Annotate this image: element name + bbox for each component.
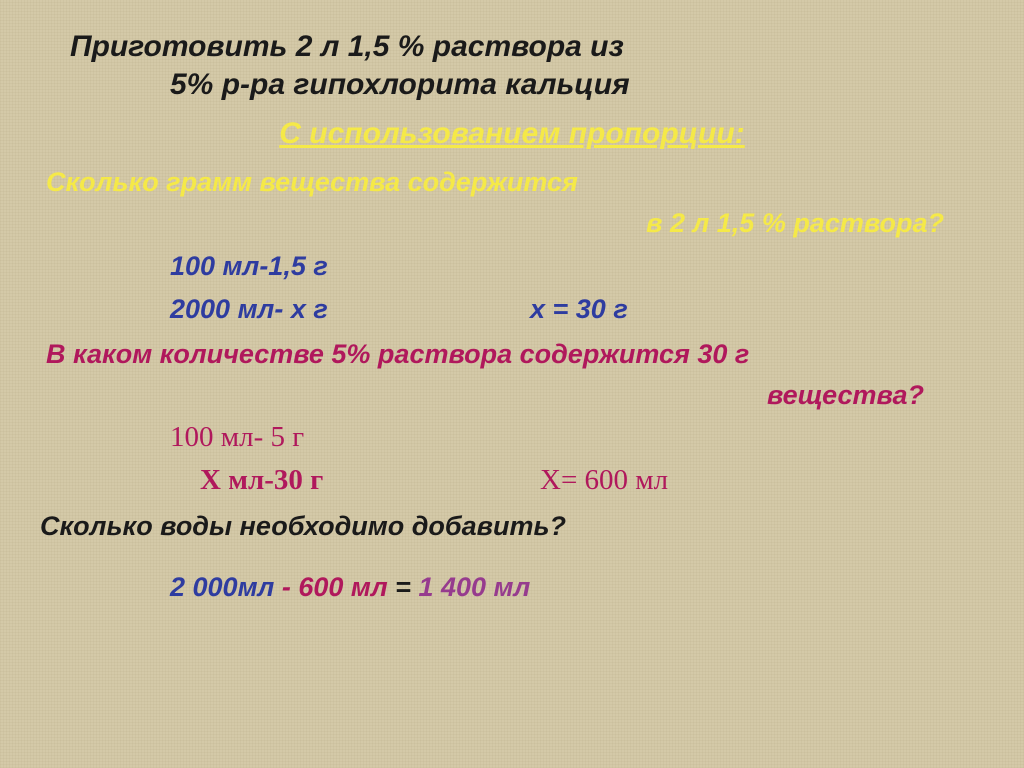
calc-step1-line2: 2000 мл- х г х = 30 г <box>40 294 984 325</box>
calc-step1-line2-left: 2000 мл- х г <box>40 294 530 325</box>
final-part-b: - 600 мл <box>282 572 395 602</box>
final-part-d: 1 400 мл <box>418 572 530 602</box>
question-2-part-a: В каком количестве 5% раствора содержитс… <box>40 339 984 370</box>
title-line-1: Приготовить 2 л 1,5 % раствора из <box>40 28 984 66</box>
question-2-part-b: вещества? <box>40 380 984 411</box>
slide-content: Приготовить 2 л 1,5 % раствора из 5% р-р… <box>0 0 1024 603</box>
final-calculation: 2 000мл - 600 мл = 1 400 мл <box>40 572 984 603</box>
final-part-a: 2 000мл <box>170 572 282 602</box>
title-line-2: 5% р-ра гипохлорита кальция <box>40 66 984 104</box>
calc-step2-line2: Х мл-30 г Х= 600 мл <box>40 464 984 497</box>
subtitle: С использованием пропорции: <box>40 117 984 151</box>
question-1-part-b: в 2 л 1,5 % раствора? <box>40 208 984 239</box>
question-1-part-a: Сколько грамм вещества содержится <box>40 167 984 198</box>
calc-step2-line2-left: Х мл-30 г <box>40 464 540 497</box>
calc-step1-line2-right: х = 30 г <box>530 294 628 325</box>
calc-step2-line2-right: Х= 600 мл <box>540 464 668 497</box>
question-3: Сколько воды необходимо добавить? <box>40 511 984 542</box>
calc-step2-line1: 100 мл- 5 г <box>40 421 984 454</box>
final-part-c: = <box>395 572 418 602</box>
calc-step1-line1: 100 мл-1,5 г <box>40 251 984 282</box>
